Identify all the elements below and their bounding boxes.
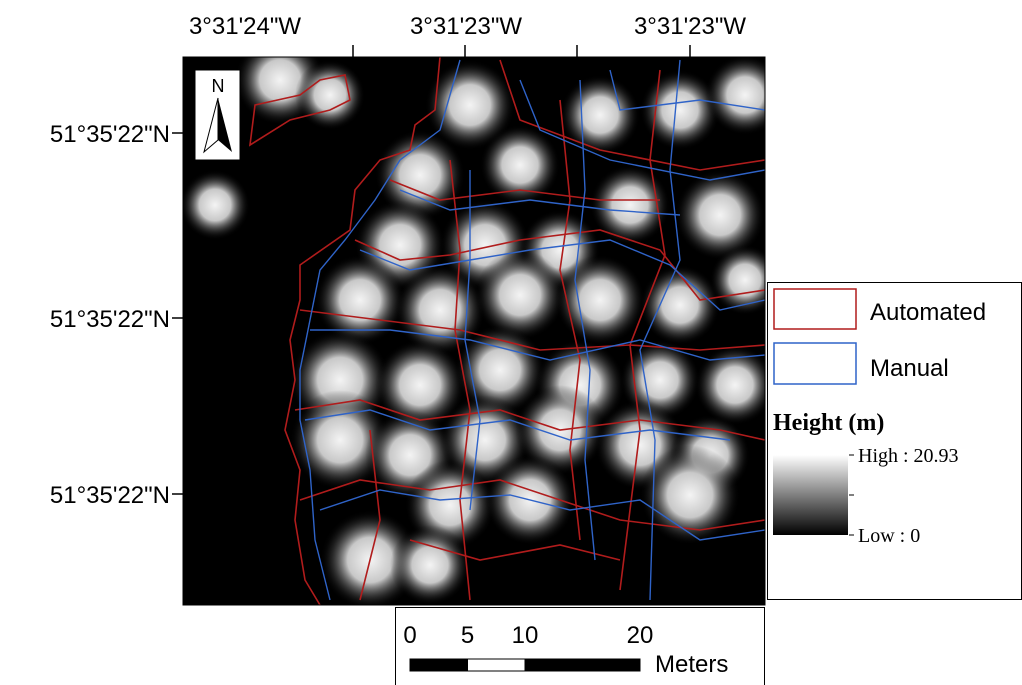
scale-segment — [468, 659, 526, 671]
legend: Automated Manual Height (m) High : 20.93… — [768, 283, 1022, 600]
height-blob — [555, 255, 645, 345]
scale-segment — [525, 659, 640, 671]
map-figure: N 3°31'24"W 3°31'23"W 3°31'23"W 51°35'22… — [0, 0, 1022, 685]
scale-tick-label: 20 — [627, 622, 654, 649]
height-ramp — [773, 455, 848, 535]
north-label: N — [212, 76, 225, 96]
scale-tick-label: 0 — [403, 622, 416, 649]
map-panel — [180, 35, 785, 610]
legend-label: Automated — [870, 299, 986, 326]
longitude-label: 3°31'24"W — [189, 13, 301, 40]
height-blob — [390, 525, 470, 605]
legend-label: Manual — [870, 355, 949, 382]
height-blob — [590, 165, 670, 245]
latitude-label: 51°35'22"N — [50, 306, 170, 333]
scale-segment — [410, 659, 468, 671]
height-blob — [695, 345, 775, 425]
scale-bar: Meters 0 5 10 20 — [396, 608, 765, 685]
height-blob — [295, 60, 365, 130]
scale-unit: Meters — [655, 651, 728, 678]
scale-tick-label: 5 — [461, 622, 474, 649]
legend-high: High : 20.93 — [858, 445, 959, 467]
north-arrow: N — [195, 70, 240, 160]
height-blob — [705, 55, 785, 135]
legend-title: Height (m) — [773, 410, 884, 436]
latitude-label: 51°35'22"N — [50, 121, 170, 148]
height-blob — [180, 170, 250, 240]
latitude-label: 51°35'22"N — [50, 482, 170, 509]
height-blob — [640, 265, 720, 345]
legend-low: Low : 0 — [858, 525, 920, 547]
legend-box — [768, 283, 1022, 600]
longitude-label: 3°31'23"W — [634, 13, 746, 40]
scale-tick-label: 10 — [512, 622, 539, 649]
longitude-label: 3°31'23"W — [410, 13, 522, 40]
